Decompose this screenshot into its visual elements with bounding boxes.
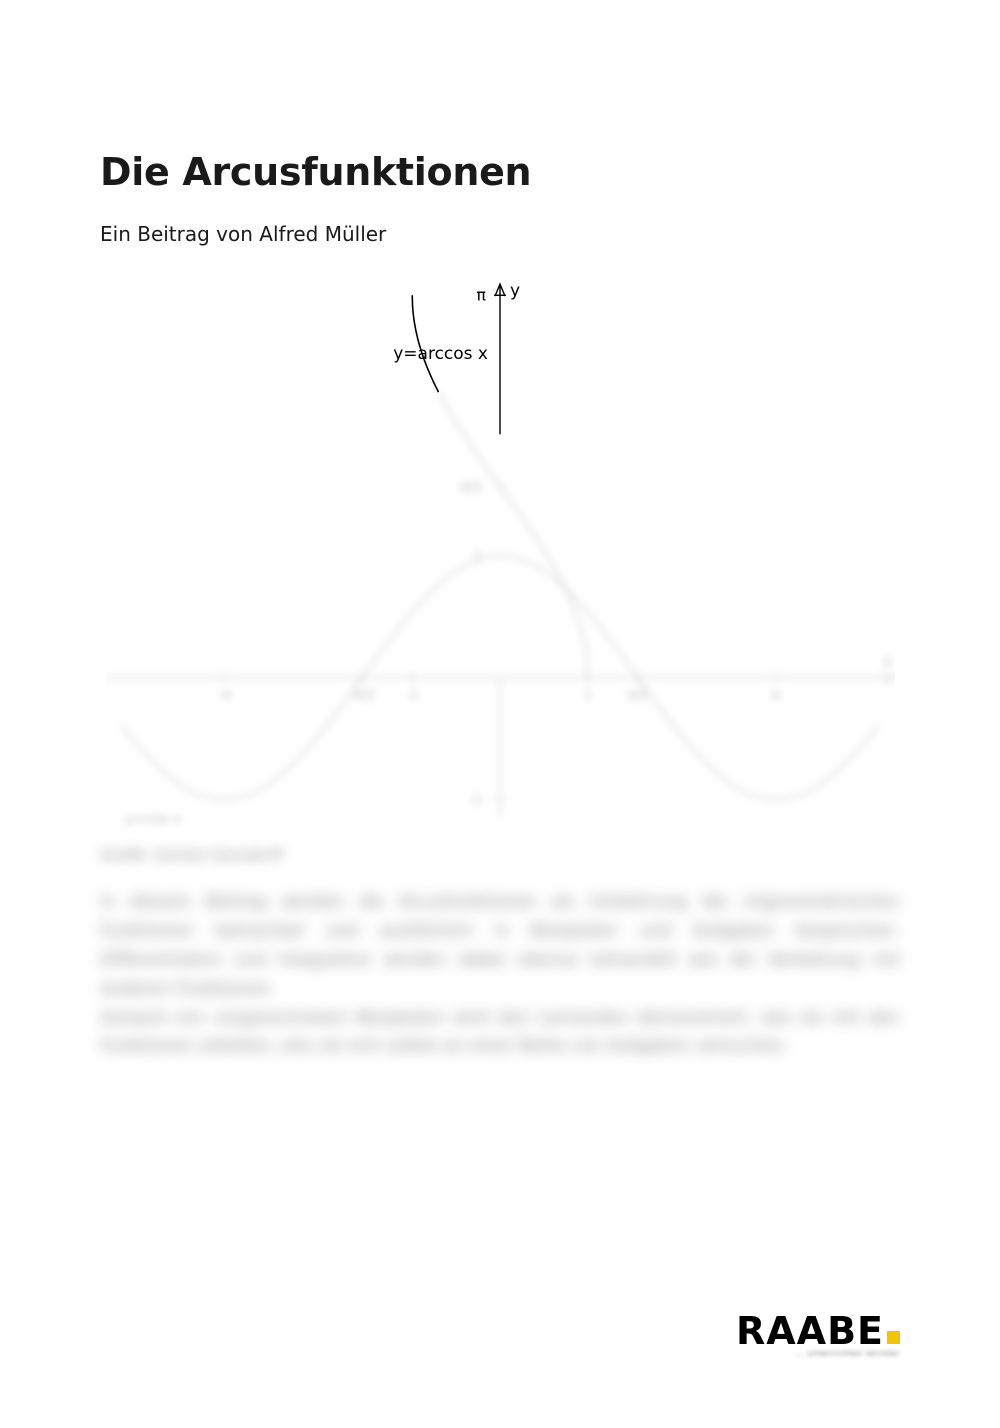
- chart-svg: -π -π/2 -1 1 π/2 π 1 -1 π/2 x y=cos x y π y=arccos x: [105, 276, 895, 836]
- byline: Ein Beitrag von Alfred Müller: [100, 222, 900, 246]
- svg-text:-1: -1: [468, 792, 482, 808]
- page-title: Die Arcusfunktionen: [100, 150, 900, 194]
- paragraph-1: In diesem Beitrag werden die Arcusfunkti…: [100, 888, 900, 1004]
- svg-text:-π/2: -π/2: [349, 688, 376, 704]
- svg-text:π: π: [476, 285, 486, 304]
- logo-text: RAABE: [736, 1309, 900, 1353]
- svg-text:x: x: [883, 652, 892, 670]
- logo-accent-dot: [887, 1331, 900, 1344]
- svg-text:-π: -π: [217, 688, 231, 704]
- chart-container: -π -π/2 -1 1 π/2 π 1 -1 π/2 x y=cos x y π y=arccos x: [100, 276, 900, 836]
- figure-caption: Grafik: Günter Gersdorff: [100, 846, 900, 864]
- svg-text:π/2: π/2: [460, 480, 482, 496]
- svg-text:y=cos x: y=cos x: [125, 811, 181, 827]
- svg-text:y: y: [510, 281, 520, 301]
- function-chart: -π -π/2 -1 1 π/2 π 1 -1 π/2 x y=cos x y π y=arccos x: [105, 276, 895, 836]
- logo-main-text: RAABE: [736, 1309, 884, 1353]
- paragraph-2: Anhand von vorgerechneten Beispielen wir…: [100, 1004, 900, 1062]
- publisher-logo: RAABE … unterrichten leichter: [736, 1309, 900, 1358]
- document-page: Die Arcusfunktionen Ein Beitrag von Alfr…: [0, 0, 1000, 1428]
- svg-text:-1: -1: [405, 688, 419, 704]
- body-text: In diesem Beitrag werden die Arcusfunkti…: [100, 888, 900, 1061]
- svg-text:π/2: π/2: [627, 688, 649, 704]
- svg-text:y=arccos x: y=arccos x: [393, 344, 488, 364]
- logo-tagline: … unterrichten leichter: [736, 1349, 900, 1358]
- svg-text:π: π: [772, 688, 781, 704]
- svg-text:1: 1: [473, 549, 482, 565]
- svg-text:1: 1: [583, 688, 592, 704]
